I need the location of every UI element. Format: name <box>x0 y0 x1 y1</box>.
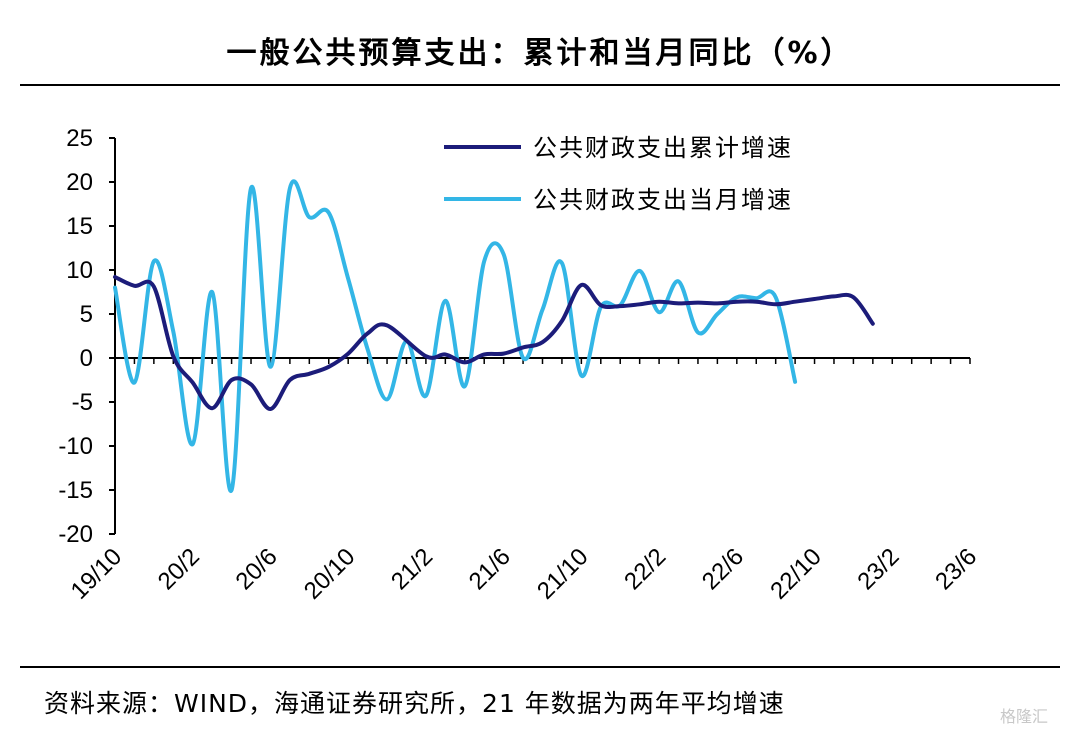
series-layer <box>113 179 875 493</box>
x-tick-label: 23/2 <box>852 543 904 595</box>
y-tick-label: -10 <box>58 433 93 460</box>
x-tick-label: 23/6 <box>930 543 982 595</box>
x-tick-label: 21/10 <box>532 543 594 605</box>
x-tick-label: 20/2 <box>153 543 205 595</box>
x-tick-label: 22/2 <box>619 543 671 595</box>
source-note: 资料来源：WIND，海通证券研究所，21 年数据为两年平均增速 <box>44 689 785 718</box>
y-tick-label: 0 <box>80 345 93 372</box>
series-line-cumulative <box>113 275 875 411</box>
y-tick-label: 25 <box>66 125 93 152</box>
y-tick-label: -20 <box>58 521 93 548</box>
legend-label: 公共财政支出累计增速 <box>533 134 793 162</box>
y-tick-label: -15 <box>58 477 93 504</box>
x-tick-label: 20/10 <box>299 543 361 605</box>
y-tick-label: 5 <box>80 301 93 328</box>
footer-rule <box>20 666 1060 668</box>
x-tick-label: 22/10 <box>765 543 827 605</box>
x-tick-label: 21/6 <box>464 543 516 595</box>
y-tick-label: 15 <box>66 213 93 240</box>
chart-title: 一般公共预算支出：累计和当月同比（%） <box>226 36 854 71</box>
x-tick-label: 19/10 <box>66 543 128 605</box>
legend-label: 公共财政支出当月增速 <box>533 186 793 214</box>
y-tick-label: -5 <box>72 389 93 416</box>
title-rule <box>20 84 1060 86</box>
y-tick-label: 10 <box>66 257 93 284</box>
watermark: 格隆汇 <box>1000 707 1049 726</box>
series-line-monthly <box>113 179 798 493</box>
y-tick-label: 20 <box>66 169 93 196</box>
x-tick-label: 22/6 <box>697 543 749 595</box>
x-tick-label: 20/6 <box>231 543 283 595</box>
x-tick-label: 21/2 <box>386 543 438 595</box>
